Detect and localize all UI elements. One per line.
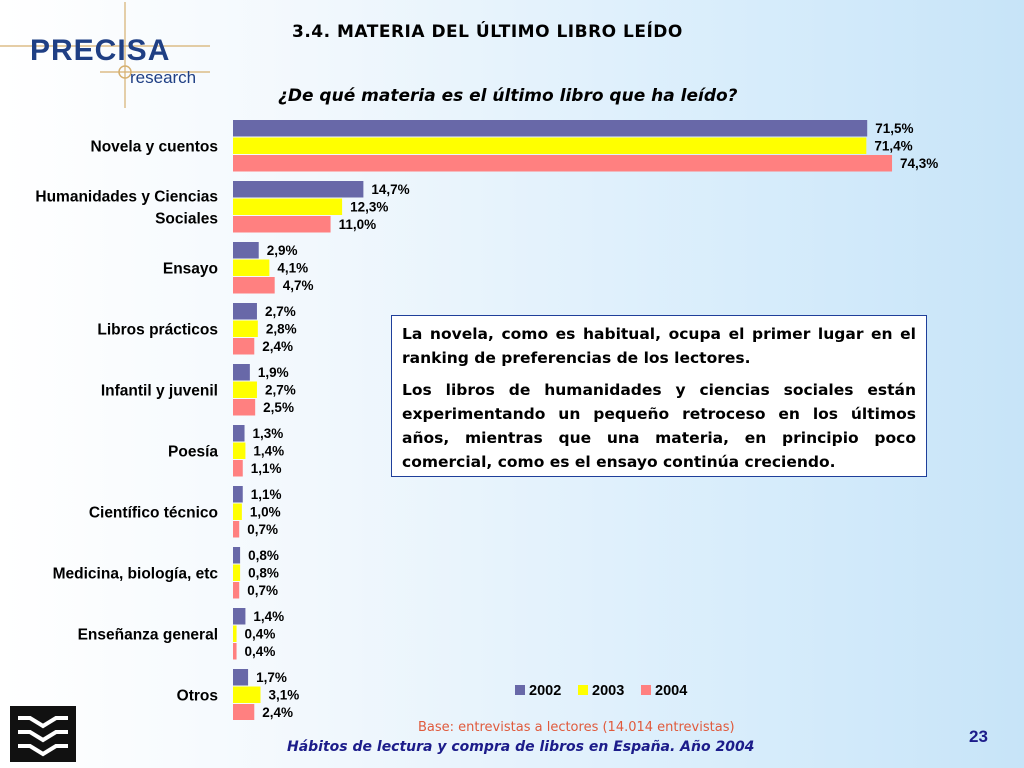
bar-2002 bbox=[233, 425, 245, 442]
bar-2004 bbox=[233, 277, 275, 294]
bar-2004 bbox=[233, 155, 893, 172]
data-label: 0,7% bbox=[247, 583, 278, 598]
category-label: Sociales bbox=[155, 210, 218, 227]
data-label: 2,9% bbox=[267, 243, 298, 258]
category-label: Ensayo bbox=[163, 260, 218, 277]
data-label: 1,3% bbox=[253, 426, 284, 441]
data-label: 0,8% bbox=[248, 548, 279, 563]
category-label: Científico técnico bbox=[89, 504, 218, 521]
data-label: 2,8% bbox=[266, 322, 297, 337]
data-label: 14,7% bbox=[371, 182, 409, 197]
data-label: 2,4% bbox=[262, 705, 293, 720]
bar-2003 bbox=[233, 686, 261, 703]
legend-label: 2002 bbox=[529, 683, 561, 699]
category-label: Infantil y juvenil bbox=[101, 382, 218, 399]
data-label: 2,7% bbox=[265, 304, 296, 319]
legend-swatch-2004 bbox=[641, 685, 651, 695]
publisher-logo-icon bbox=[10, 706, 76, 762]
bar-2003 bbox=[233, 259, 270, 276]
data-label: 2,7% bbox=[265, 383, 296, 398]
logo-wordmark: PRECISA bbox=[30, 34, 171, 67]
bar-2004 bbox=[233, 460, 243, 477]
bar-2004 bbox=[233, 216, 331, 233]
bar-2003 bbox=[233, 625, 237, 642]
data-label: 3,1% bbox=[268, 688, 299, 703]
category-label: Otros bbox=[177, 687, 218, 704]
commentary-box: La novela, como es habitual, ocupa el pr… bbox=[391, 315, 927, 477]
bar-2003 bbox=[233, 198, 343, 215]
bar-2004 bbox=[233, 399, 256, 416]
bar-2002 bbox=[233, 303, 257, 320]
page-number: 23 bbox=[969, 727, 988, 746]
data-label: 1,0% bbox=[250, 505, 281, 520]
base-note: Base: entrevistas a lectores (14.014 ent… bbox=[418, 720, 735, 735]
bar-2002 bbox=[233, 547, 241, 564]
precisa-logo bbox=[0, 2, 210, 108]
legend-swatch-2002 bbox=[515, 685, 525, 695]
data-label: 71,4% bbox=[874, 139, 912, 154]
bar-2002 bbox=[233, 120, 868, 137]
data-label: 4,7% bbox=[283, 278, 314, 293]
data-label: 74,3% bbox=[900, 156, 938, 171]
data-label: 0,4% bbox=[245, 644, 276, 659]
bar-2004 bbox=[233, 643, 237, 660]
footer-text: Hábitos de lectura y compra de libros en… bbox=[287, 739, 755, 755]
bar-2003 bbox=[233, 320, 258, 337]
bar-2002 bbox=[233, 669, 249, 686]
category-label: Enseñanza general bbox=[78, 626, 218, 643]
data-label: 1,1% bbox=[251, 487, 282, 502]
data-label: 0,7% bbox=[247, 522, 278, 537]
data-label: 1,7% bbox=[256, 670, 287, 685]
bar-2002 bbox=[233, 608, 246, 625]
commentary-paragraph-2: Los libros de humanidades y ciencias soc… bbox=[402, 381, 916, 471]
bar-2003 bbox=[233, 442, 246, 459]
logo-subtitle: research bbox=[130, 68, 197, 87]
bar-2003 bbox=[233, 564, 241, 581]
data-label: 0,4% bbox=[245, 627, 276, 642]
data-label: 12,3% bbox=[350, 200, 388, 215]
legend-label: 2003 bbox=[592, 683, 624, 699]
bar-2003 bbox=[233, 137, 867, 154]
bar-2003 bbox=[233, 381, 257, 398]
data-label: 11,0% bbox=[339, 217, 377, 232]
category-label: Medicina, biología, etc bbox=[53, 565, 219, 582]
chart-title: ¿De qué materia es el último libro que h… bbox=[278, 86, 738, 106]
category-label: Libros prácticos bbox=[97, 321, 218, 338]
category-label: Poesía bbox=[168, 443, 218, 460]
category-label: Humanidades y Ciencias bbox=[35, 188, 218, 205]
bar-2002 bbox=[233, 181, 364, 198]
data-label: 1,4% bbox=[253, 609, 284, 624]
data-label: 0,8% bbox=[248, 566, 279, 581]
bar-2004 bbox=[233, 521, 240, 538]
bar-2004 bbox=[233, 704, 255, 720]
data-label: 1,1% bbox=[251, 461, 282, 476]
bar-2003 bbox=[233, 503, 242, 520]
data-label: 2,5% bbox=[263, 400, 294, 415]
data-label: 2,4% bbox=[262, 339, 293, 354]
bar-2002 bbox=[233, 486, 243, 503]
legend-swatch-2003 bbox=[578, 685, 588, 695]
bar-2002 bbox=[233, 242, 259, 259]
data-label: 1,4% bbox=[253, 444, 284, 459]
bar-2002 bbox=[233, 364, 250, 381]
commentary-paragraph-1: La novela, como es habitual, ocupa el pr… bbox=[402, 325, 916, 367]
bar-2004 bbox=[233, 338, 255, 355]
legend-label: 2004 bbox=[655, 683, 687, 699]
slide-title: 3.4. MATERIA DEL ÚLTIMO LIBRO LEÍDO bbox=[292, 22, 683, 42]
category-label: Novela y cuentos bbox=[91, 138, 219, 155]
data-label: 4,1% bbox=[277, 261, 308, 276]
bar-2004 bbox=[233, 582, 240, 599]
data-label: 71,5% bbox=[875, 121, 913, 136]
bar-chart: Novela y cuentos 71,5% 71,4% 74,3% Humanidad… bbox=[35, 120, 938, 720]
data-label: 1,9% bbox=[258, 365, 289, 380]
